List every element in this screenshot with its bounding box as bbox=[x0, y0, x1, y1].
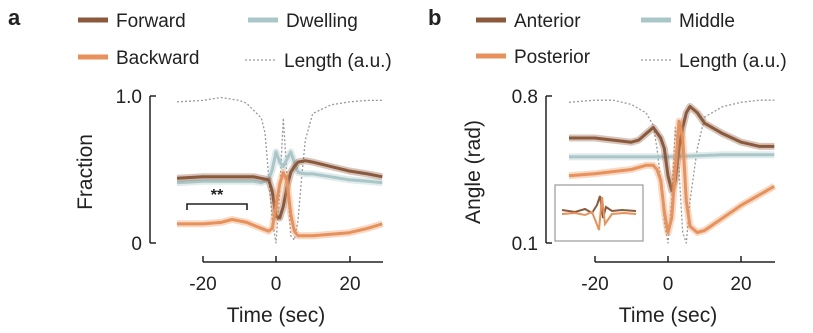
significance-bracket bbox=[186, 203, 248, 210]
y-axis-title-a: Fraction bbox=[74, 134, 97, 210]
legend-label-forward: Forward bbox=[116, 11, 186, 32]
x-tick-label-b-0: 0 bbox=[663, 274, 674, 295]
panel-b-letter: b bbox=[428, 5, 441, 30]
x-tick-label-b-20: 20 bbox=[730, 274, 751, 295]
series-line-middle-b bbox=[569, 153, 775, 159]
legend-label-length: Length (a.u.) bbox=[284, 51, 392, 72]
series-line-length-a-u-a bbox=[176, 96, 383, 244]
y-tick-label-b-top: 0.8 bbox=[512, 87, 538, 108]
panel-a: a Forward Dwelling Backward Length (a.u.… bbox=[8, 5, 392, 327]
legend-label-backward: Backward bbox=[116, 48, 199, 69]
y-tick-label-a-top: 1.0 bbox=[116, 87, 142, 108]
significance-annotation: ** bbox=[211, 187, 224, 204]
legend-label-posterior: Posterior bbox=[514, 47, 591, 68]
x-axis-title-b: Time (sec) bbox=[619, 304, 717, 327]
series-line-posterior-b bbox=[568, 119, 776, 234]
y-axis-title-b: Angle (rad) bbox=[462, 120, 485, 224]
legend-label-length-b: Length (a.u.) bbox=[679, 51, 787, 72]
x-tick-label-a-20: 20 bbox=[339, 274, 360, 295]
plot-b-series bbox=[568, 99, 777, 244]
legend-label-anterior: Anterior bbox=[514, 11, 581, 32]
panel-a-letter: a bbox=[8, 5, 21, 30]
series-line-forward-a bbox=[176, 159, 383, 220]
x-axis-title-a: Time (sec) bbox=[227, 304, 325, 327]
y-tick-label-b-bottom: 0.1 bbox=[512, 234, 538, 255]
series-line-dwelling-a bbox=[176, 150, 383, 185]
x-tick-label-b-neg20: -20 bbox=[581, 274, 608, 295]
panel-b: b Anterior Middle Posterior Length (a.u.… bbox=[428, 5, 787, 327]
series-line-backward-a bbox=[177, 170, 383, 238]
inset-trace bbox=[561, 195, 637, 231]
x-tick-label-a-neg20: -20 bbox=[189, 274, 216, 295]
plot-a-series bbox=[176, 96, 384, 244]
x-tick-label-a-0: 0 bbox=[271, 274, 282, 295]
legend-label-middle: Middle bbox=[679, 11, 735, 32]
legend-label-dwelling: Dwelling bbox=[286, 11, 358, 32]
y-tick-label-a-bottom: 0 bbox=[131, 234, 142, 255]
